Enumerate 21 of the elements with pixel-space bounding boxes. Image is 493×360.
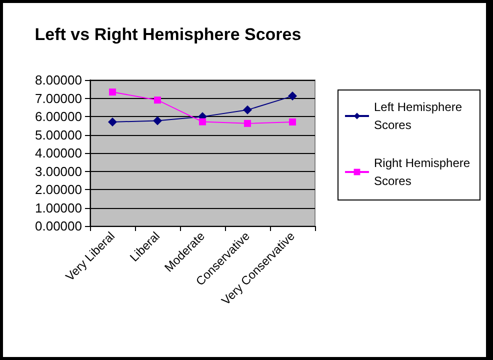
y-tick-label: 1.00000 xyxy=(35,200,82,216)
point xyxy=(154,96,161,104)
point xyxy=(288,92,297,101)
point xyxy=(289,118,296,126)
point xyxy=(243,105,252,114)
point xyxy=(244,120,251,127)
y-tick-label: 7.00000 xyxy=(35,90,82,106)
y-tick-label: 4.00000 xyxy=(35,146,82,160)
y-tick-label: 8.00000 xyxy=(35,72,82,88)
y-tick-label: 5.00000 xyxy=(35,127,82,142)
y-tick-label: 3.00000 xyxy=(35,164,82,179)
y-tick-label: 6.00000 xyxy=(35,109,82,124)
point xyxy=(109,88,116,96)
legend-label: Left Hemisphere Scores xyxy=(374,100,466,132)
y-tick-label: 2.00000 xyxy=(35,182,82,197)
point xyxy=(199,118,206,126)
point xyxy=(153,116,162,126)
point xyxy=(108,117,117,126)
legend-label: Right Hemisphere Scores xyxy=(374,156,474,188)
y-tick-label: 0.00000 xyxy=(35,218,82,234)
chart-title: Left vs Right Hemisphere Scores xyxy=(34,25,302,44)
